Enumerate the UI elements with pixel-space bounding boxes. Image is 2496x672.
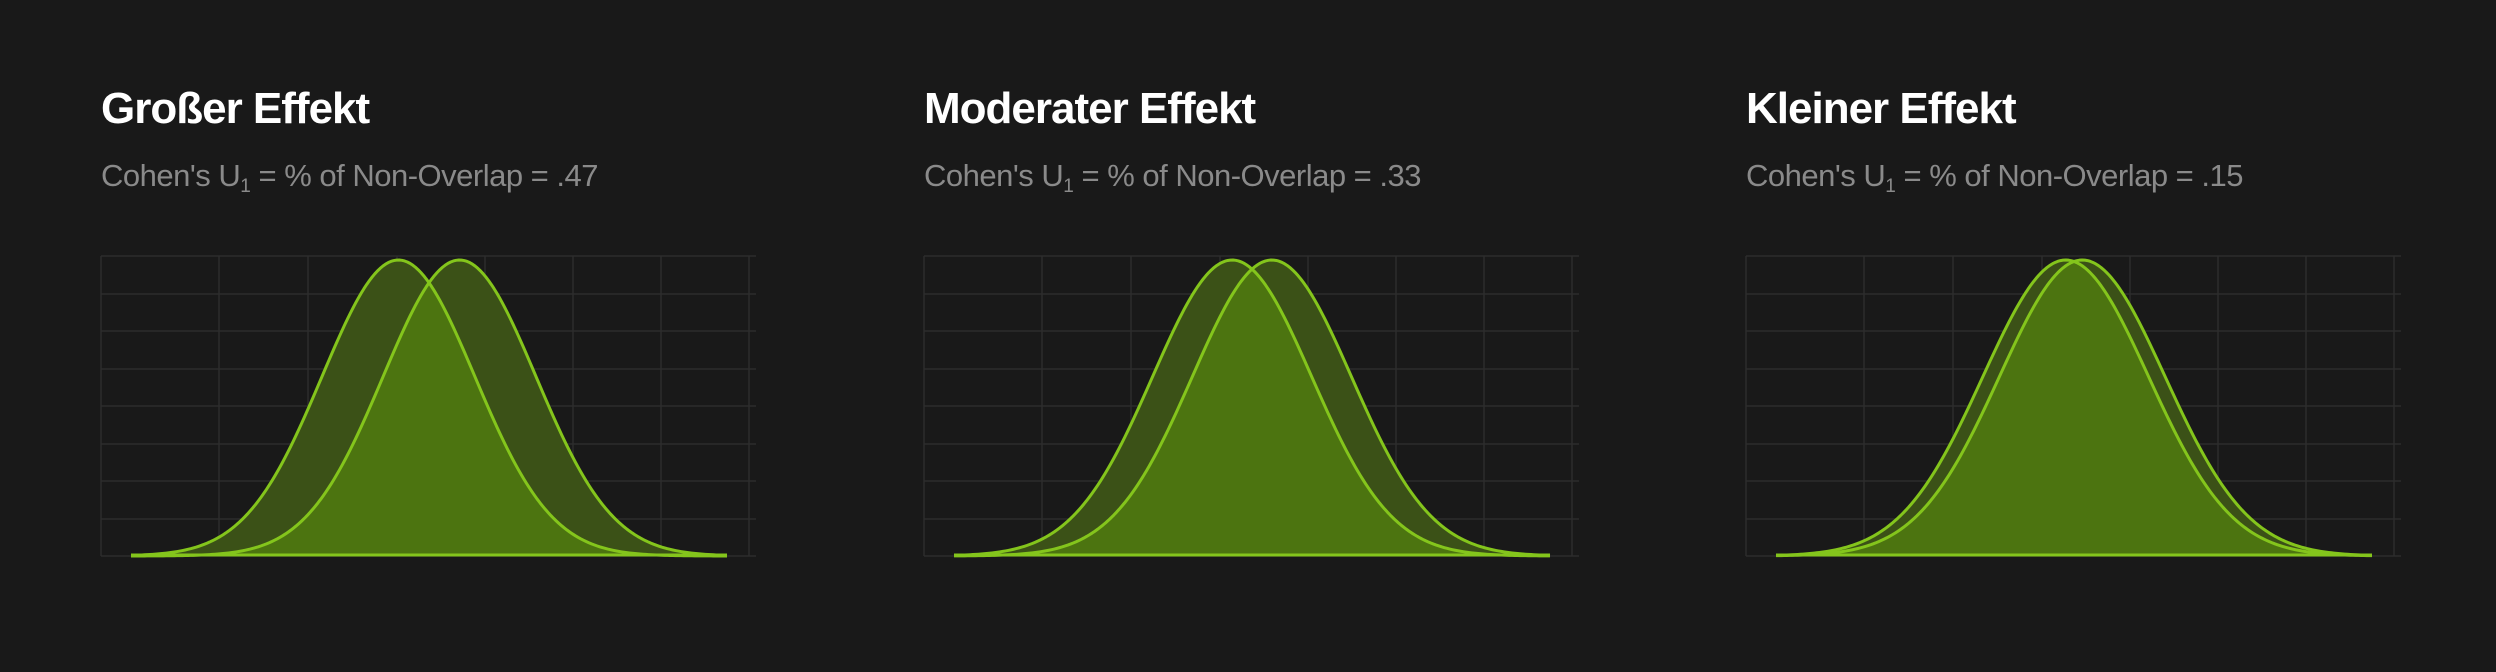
subtitle-suffix: = % of Non-Overlap = .47: [250, 158, 598, 193]
panel-title: Kleiner Effekt: [1746, 84, 2017, 133]
subtitle-suffix: = % of Non-Overlap = .33: [1073, 158, 1421, 193]
distribution-line-2: [1775, 258, 2373, 558]
panel-subtitle: Cohen's U1 = % of Non-Overlap = .15: [1746, 158, 2243, 198]
overlap-area: [1776, 261, 2372, 556]
distribution-line-2: [131, 258, 728, 558]
panel-large-effect: Großer Effekt Cohen's U1 = % of Non-Over…: [100, 0, 761, 672]
overlap-area: [131, 282, 727, 556]
chart-small-effect: [1745, 255, 2401, 558]
panel-title: Großer Effekt: [101, 84, 370, 133]
subtitle-suffix: = % of Non-Overlap = .15: [1895, 158, 2243, 193]
subtitle-subscript: 1: [1063, 176, 1074, 197]
panel-title: Moderater Effekt: [924, 84, 1256, 133]
chart-large-effect: [100, 255, 756, 558]
subtitle-prefix: Cohen's U: [924, 158, 1064, 193]
subtitle-prefix: Cohen's U: [101, 158, 241, 193]
subtitle-prefix: Cohen's U: [1746, 158, 1886, 193]
subtitle-subscript: 1: [1885, 176, 1896, 197]
panel-small-effect: Kleiner Effekt Cohen's U1 = % of Non-Ove…: [1745, 0, 2406, 672]
panel-subtitle: Cohen's U1 = % of Non-Overlap = .33: [924, 158, 1421, 198]
panel-subtitle: Cohen's U1 = % of Non-Overlap = .47: [101, 158, 598, 198]
distribution-line-2: [953, 258, 1551, 558]
overlap-area: [954, 269, 1550, 556]
chart-moderate-effect: [923, 255, 1579, 558]
subtitle-subscript: 1: [240, 176, 251, 197]
panel-moderate-effect: Moderater Effekt Cohen's U1 = % of Non-O…: [923, 0, 1584, 672]
